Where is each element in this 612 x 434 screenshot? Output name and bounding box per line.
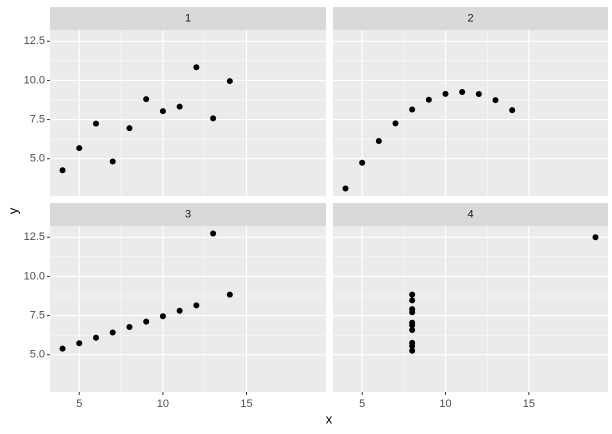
point (492, 97, 499, 104)
point (409, 342, 416, 349)
y-tick-label: 12.5 (24, 35, 45, 47)
point (342, 185, 349, 192)
y-axis-label: y (5, 207, 20, 214)
point (126, 125, 133, 132)
point (459, 89, 466, 96)
y-tick-label: 5.0 (30, 153, 45, 165)
point (210, 230, 217, 237)
point (409, 306, 416, 313)
point (509, 107, 516, 114)
point (159, 313, 166, 320)
x-tick-label: 10 (157, 398, 169, 410)
y-tick-label: 7.5 (30, 309, 45, 321)
point (475, 91, 482, 98)
point (592, 234, 599, 241)
point (409, 106, 416, 113)
strip (333, 203, 608, 226)
point (193, 302, 200, 309)
y-tick-label: 12.5 (24, 231, 45, 243)
x-tick-label: 10 (439, 398, 451, 410)
point (409, 291, 416, 298)
point (193, 64, 200, 71)
point (442, 90, 449, 97)
y-tick-label: 10.0 (24, 270, 45, 282)
point (409, 322, 416, 329)
point (176, 103, 183, 110)
point (226, 291, 233, 298)
x-axis-label: x (326, 411, 333, 426)
point (375, 138, 382, 145)
point (143, 318, 150, 325)
y-tick-label: 10.0 (24, 74, 45, 86)
point (409, 297, 416, 304)
point (359, 159, 366, 166)
panel-background (333, 226, 608, 392)
point (392, 120, 399, 127)
panel-background (333, 30, 608, 196)
strip-label: 4 (467, 208, 473, 220)
strip-label: 3 (185, 208, 191, 220)
point (59, 167, 66, 174)
point (126, 324, 133, 331)
strip (50, 203, 326, 226)
strip (50, 7, 326, 30)
panel-background (50, 226, 326, 392)
point (425, 96, 432, 103)
point (143, 96, 150, 103)
x-tick-label: 15 (523, 398, 535, 410)
x-tick-label: 5 (76, 398, 82, 410)
point (93, 334, 99, 341)
strip-label: 2 (467, 12, 473, 24)
point (59, 345, 66, 352)
point (176, 307, 183, 314)
point (210, 115, 217, 122)
point (76, 340, 83, 347)
x-tick-label: 5 (359, 398, 365, 410)
panel-background (50, 30, 326, 196)
point (409, 347, 416, 354)
point (109, 158, 116, 165)
point (93, 120, 99, 127)
point (76, 145, 83, 152)
point (159, 108, 166, 115)
x-tick-label: 15 (240, 398, 252, 410)
point (409, 326, 416, 333)
y-tick-label: 7.5 (30, 113, 45, 125)
strip (333, 7, 608, 30)
point (226, 78, 233, 85)
strip-label: 1 (185, 12, 191, 24)
y-tick-label: 5.0 (30, 349, 45, 361)
point (109, 329, 116, 336)
